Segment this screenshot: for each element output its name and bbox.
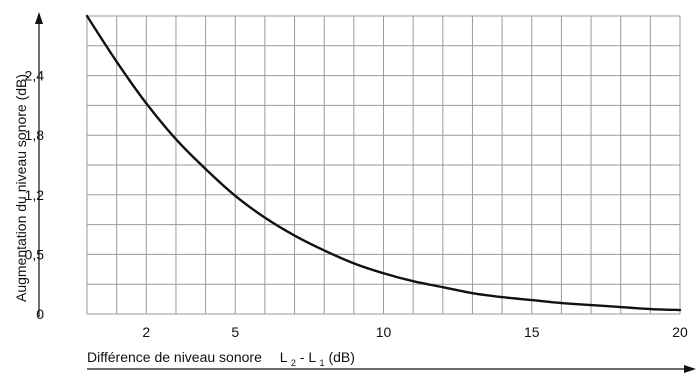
y-axis-title: Augmentation du niveau sonore (dB)	[13, 74, 29, 302]
series	[85, 14, 682, 312]
y-tick-label: 1,2	[25, 187, 45, 203]
y-axis-arrow	[35, 12, 43, 24]
y-tick-label: 0	[36, 306, 44, 322]
x-axis-arrow	[684, 365, 696, 373]
x-axis-formula-sub1: 1	[320, 358, 325, 368]
y-tick-label: 1,8	[25, 127, 45, 143]
grid	[86, 15, 681, 315]
x-tick-label: 10	[376, 324, 392, 340]
x-tick-label: 15	[524, 324, 540, 340]
x-axis-formula-l2: L	[280, 349, 288, 365]
y-tick-label: 2,4	[25, 68, 45, 84]
x-tick-label: 2	[142, 324, 150, 340]
axes	[35, 12, 696, 373]
x-axis-title: Différence de niveau sonore L 2 - L 1 (d…	[87, 349, 355, 369]
x-axis-formula-sub2: 2	[291, 358, 296, 368]
x-axis-formula-minus: - L	[300, 349, 317, 365]
x-axis-title-text: Différence de niveau sonore	[87, 349, 262, 365]
x-tick-label: 20	[672, 324, 688, 340]
y-tick-label: 0,5	[25, 246, 45, 262]
ticks: 0 0,5 1,2 1,8 2,4 2 5 10 15 20	[25, 68, 688, 340]
x-axis-formula-unit: (dB)	[328, 349, 354, 365]
series-line	[85, 14, 682, 312]
x-tick-label: 5	[231, 324, 239, 340]
